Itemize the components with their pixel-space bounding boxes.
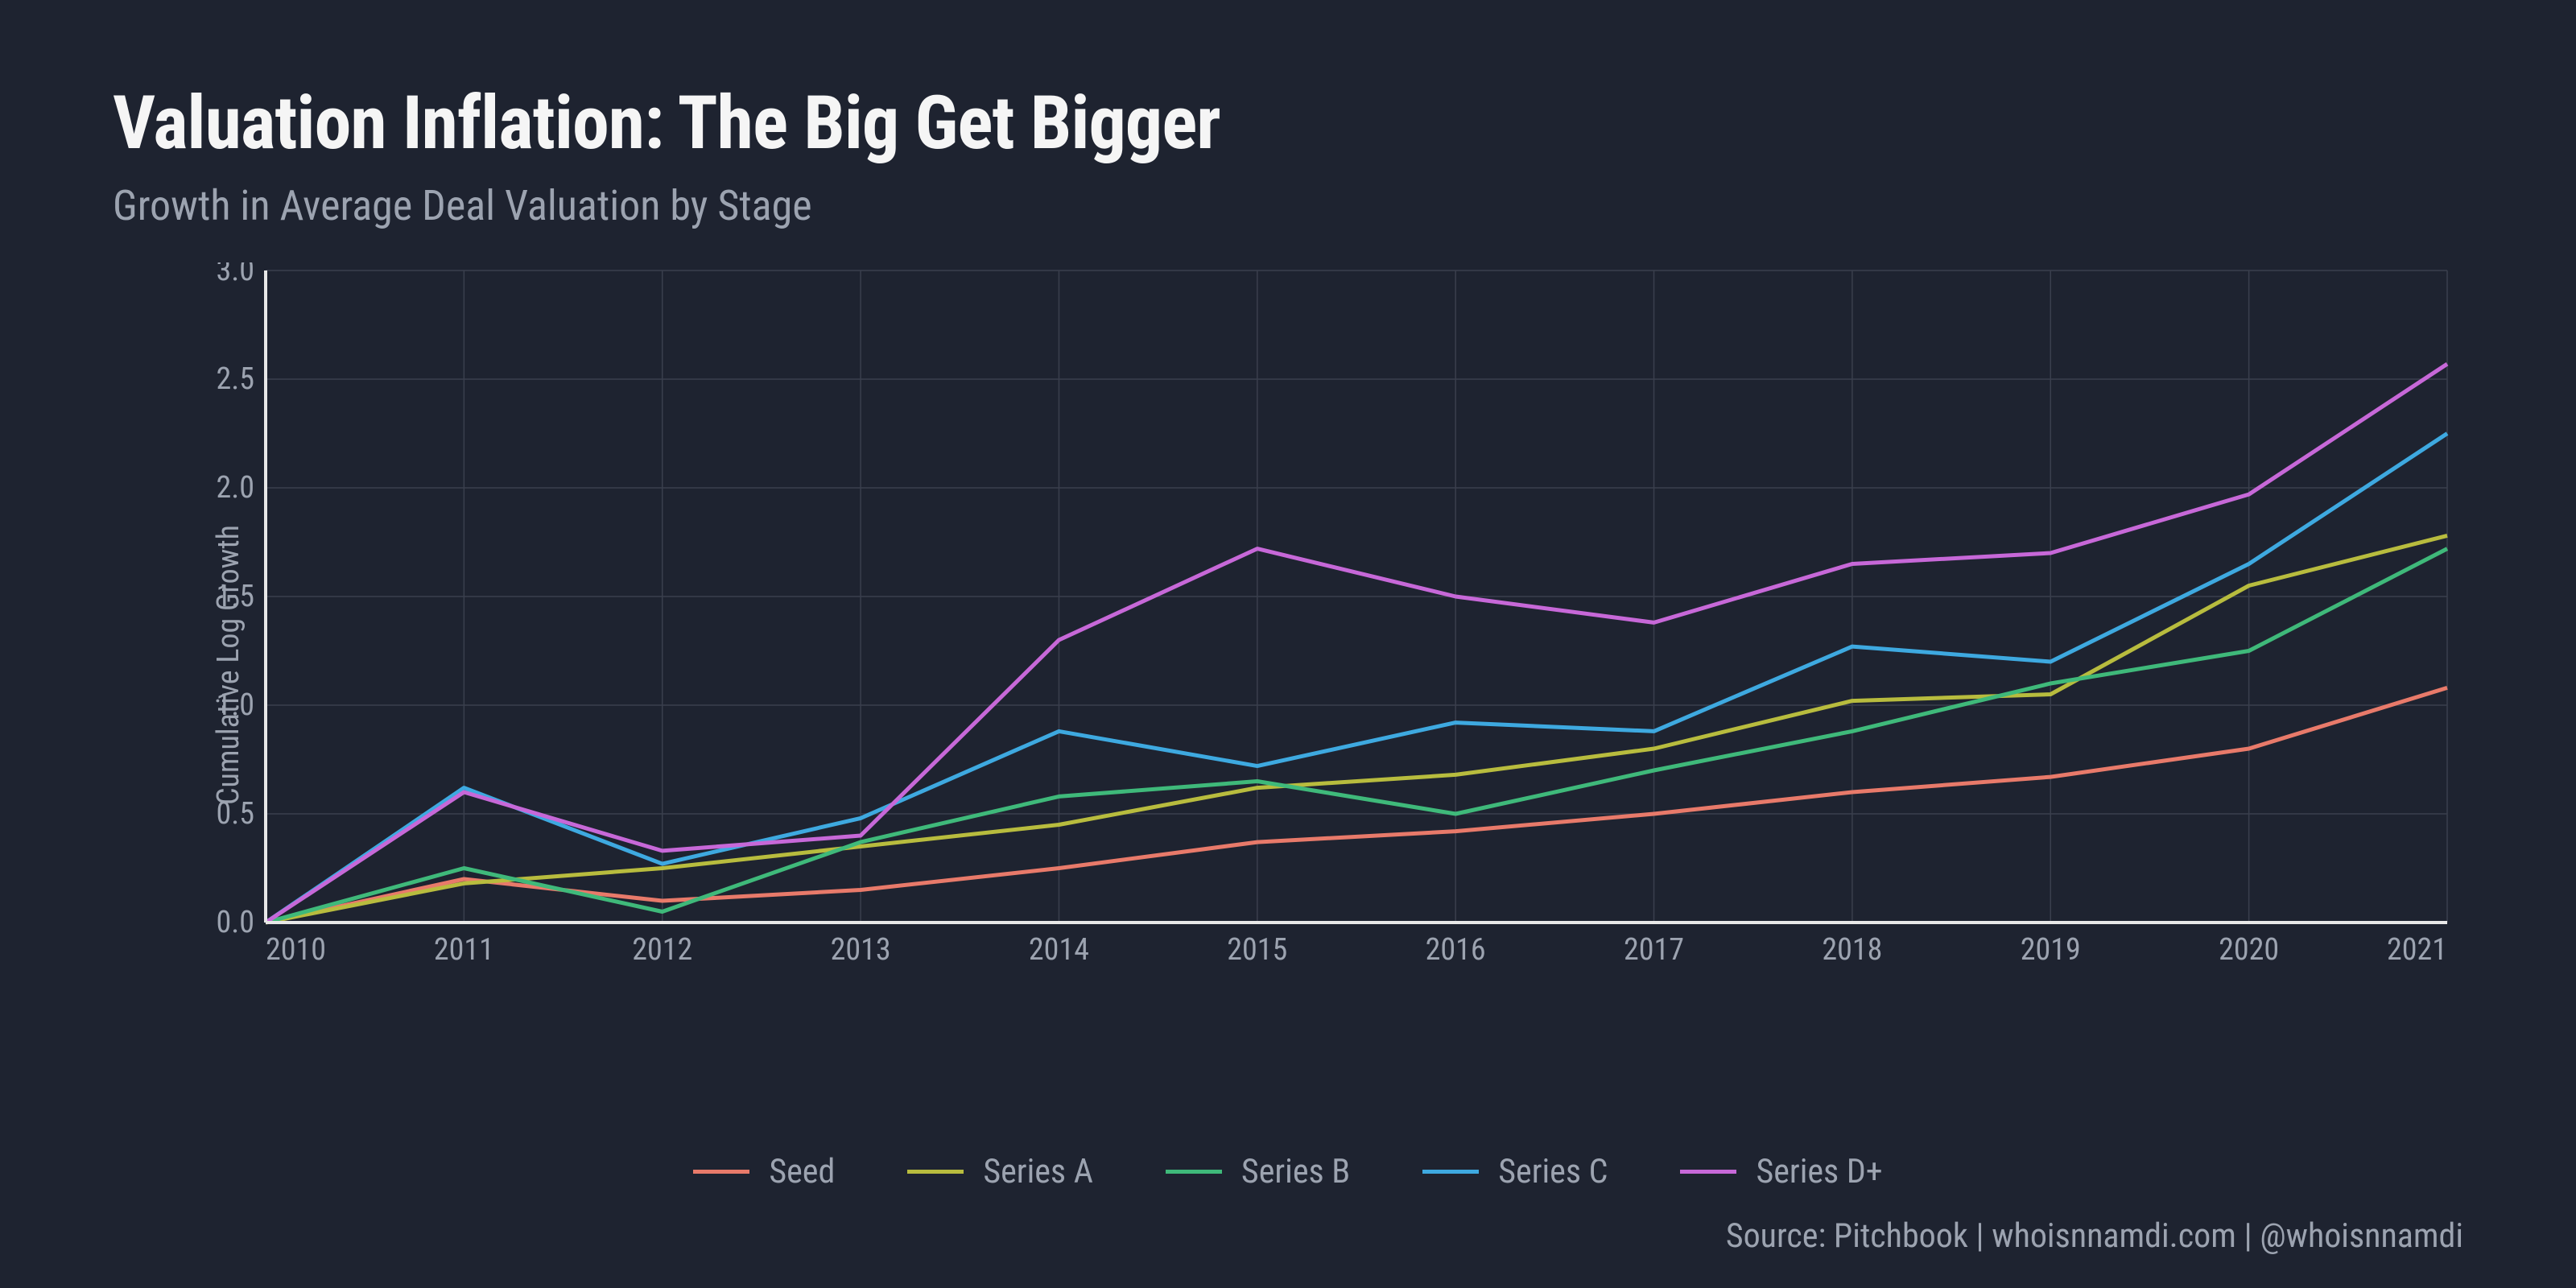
series-line-series-c: [266, 434, 2447, 923]
svg-text:2012: 2012: [632, 932, 692, 968]
series-line-series-b: [266, 549, 2447, 923]
legend-swatch: [1166, 1170, 1222, 1174]
svg-text:1.5: 1.5: [216, 579, 254, 614]
legend-item-series-d-: Series D+: [1680, 1152, 1882, 1191]
series-line-series-a: [266, 535, 2447, 923]
legend-swatch: [1680, 1170, 1736, 1174]
chart-container: Valuation Inflation: The Big Get Bigger …: [0, 0, 2576, 1288]
line-chart: 0.0 0.5 1.0 1.5 2.0 2.5 3.0 2010 2011 2012 2013 201…: [209, 262, 2455, 971]
svg-text:2.0: 2.0: [216, 470, 254, 506]
svg-text:2021: 2021: [2387, 932, 2447, 968]
chart-title: Valuation Inflation: The Big Get Bigger: [113, 80, 2463, 167]
legend-swatch: [1422, 1170, 1479, 1174]
legend-label: Series A: [983, 1152, 1093, 1191]
svg-text:2017: 2017: [1624, 932, 1684, 968]
legend: Seed Series A Series B Series C Series D+: [0, 1152, 2576, 1191]
svg-text:2019: 2019: [2021, 932, 2081, 968]
legend-item-seed: Seed: [693, 1152, 835, 1191]
svg-text:1.0: 1.0: [216, 687, 254, 723]
svg-text:3.0: 3.0: [216, 262, 254, 288]
chart-area: Cumulative Log Growth 0.00.51.01.52.02.5…: [113, 262, 2463, 1067]
svg-text:2018: 2018: [1822, 932, 1882, 968]
svg-text:2.5: 2.5: [216, 361, 254, 397]
svg-text:2014: 2014: [1029, 932, 1089, 968]
legend-label: Series B: [1241, 1152, 1350, 1191]
chart-subtitle: Growth in Average Deal Valuation by Stag…: [113, 181, 2463, 230]
legend-swatch: [907, 1170, 964, 1174]
legend-label: Series D+: [1756, 1152, 1882, 1191]
svg-text:0.0: 0.0: [216, 905, 254, 940]
source-attribution: Source: Pitchbook | whoisnnamdi.com | @w…: [1726, 1216, 2463, 1256]
svg-text:2010: 2010: [266, 932, 326, 968]
svg-text:2011: 2011: [434, 932, 494, 968]
svg-text:0.5: 0.5: [216, 796, 254, 832]
legend-item-series-c: Series C: [1422, 1152, 1608, 1191]
svg-text:2020: 2020: [2219, 932, 2279, 968]
svg-text:2016: 2016: [1426, 932, 1486, 968]
svg-text:2015: 2015: [1227, 932, 1287, 968]
legend-item-series-b: Series B: [1166, 1152, 1350, 1191]
legend-swatch: [693, 1170, 749, 1174]
legend-item-series-a: Series A: [907, 1152, 1093, 1191]
svg-text:2013: 2013: [831, 932, 891, 968]
legend-label: Seed: [769, 1152, 835, 1191]
series-line-seed: [266, 687, 2447, 923]
legend-label: Series C: [1498, 1152, 1608, 1191]
